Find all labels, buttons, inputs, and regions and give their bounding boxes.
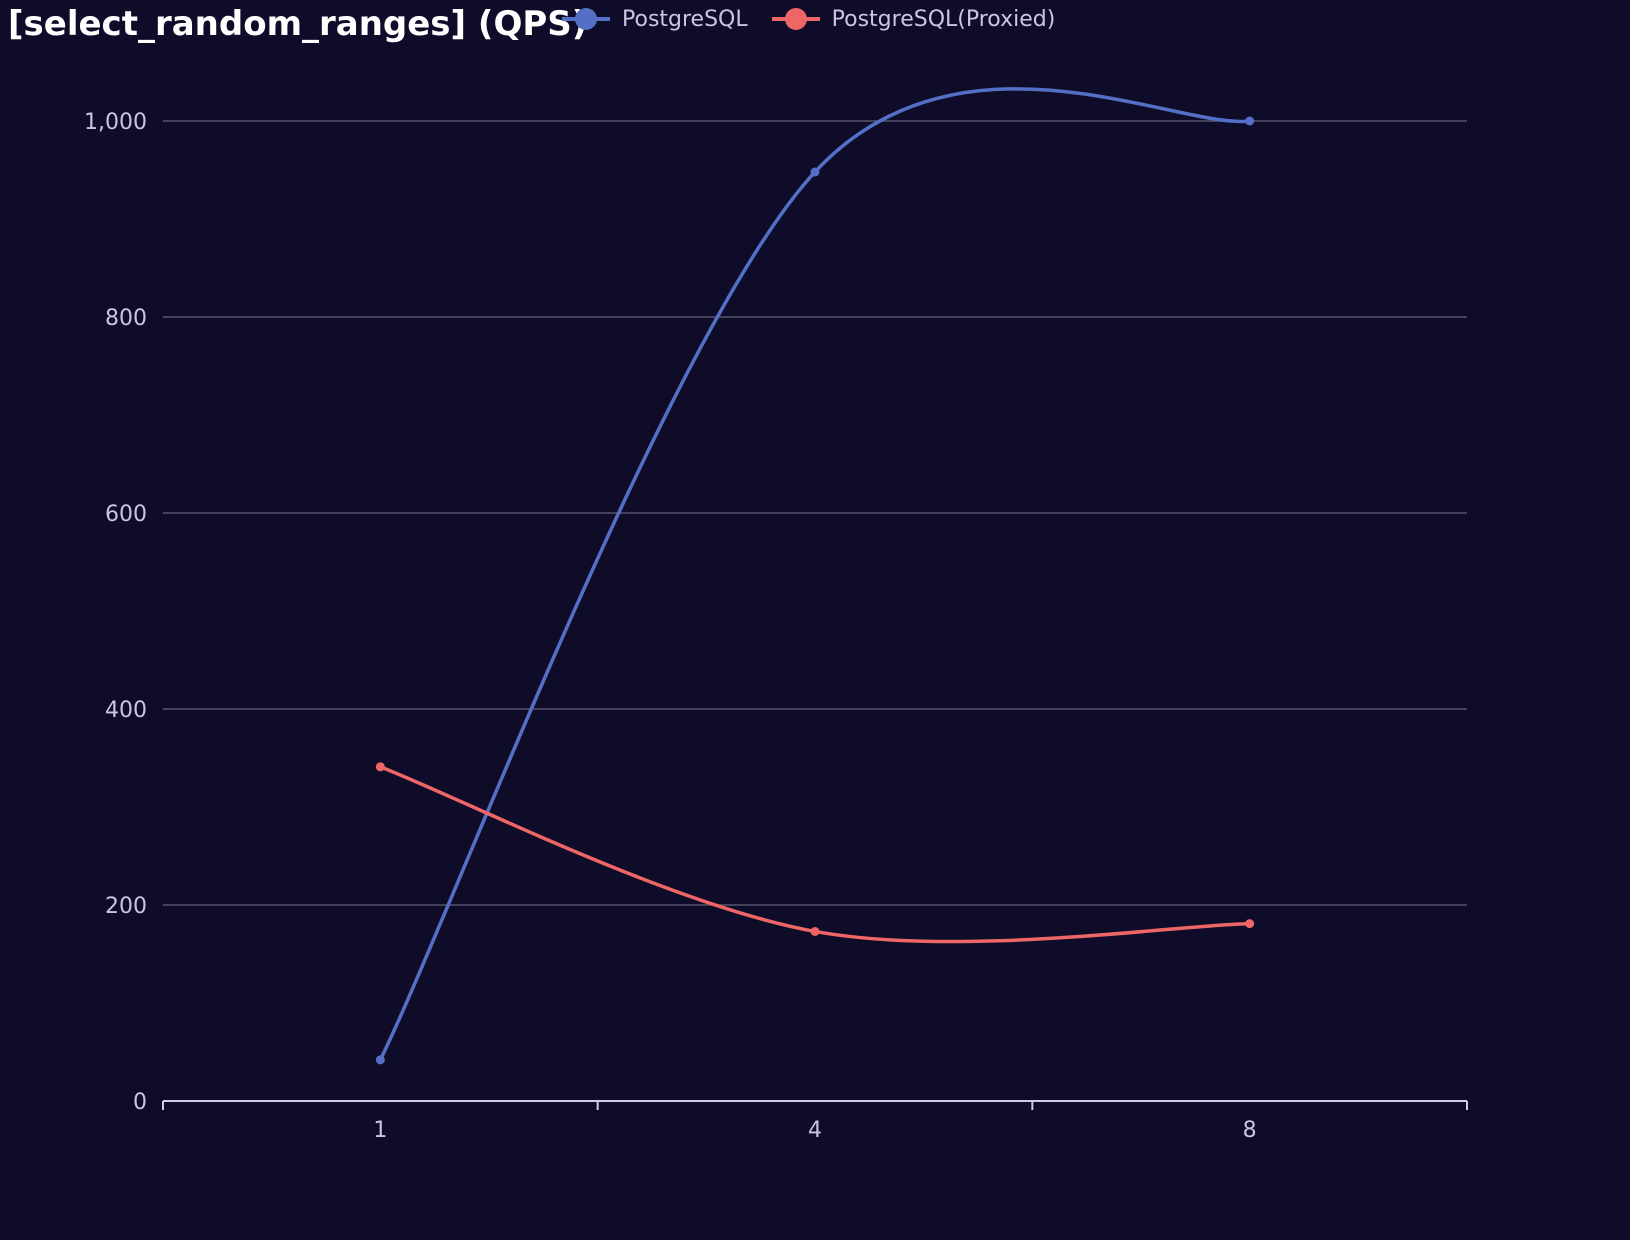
y-tick-label-1000: 1,000 [84, 110, 147, 135]
series-line-postgresql [378, 87, 1250, 1061]
legend-label-postgresql: PostgreSQL [622, 6, 748, 32]
x-tick-label-4: 4 [808, 1118, 822, 1143]
legend-swatch-postgresql-proxied [771, 8, 820, 30]
data-point-postgresql-proxied-1 [375, 762, 385, 772]
legend-label-postgresql-proxied: PostgreSQL(Proxied) [831, 6, 1056, 32]
legend: PostgreSQL PostgreSQL(Proxied) [560, 6, 1055, 32]
data-point-postgresql-proxied-4 [810, 926, 820, 936]
data-point-postgresql-proxied-8 [1245, 919, 1255, 929]
y-tick-label-400: 400 [105, 698, 147, 723]
x-tick-label-8: 8 [1243, 1118, 1257, 1143]
legend-swatch-postgresql [562, 8, 610, 30]
data-point-postgresql-4 [810, 167, 820, 177]
legend-item-postgresql-proxied[interactable]: PostgreSQL(Proxied) [770, 6, 1056, 32]
series-line-postgresql-proxied [379, 765, 1250, 944]
data-point-postgresql-8 [1245, 116, 1255, 126]
data-point-postgresql-1 [375, 1055, 385, 1065]
y-tick-label-600: 600 [105, 502, 147, 527]
legend-item-postgresql[interactable]: PostgreSQL [560, 6, 748, 32]
y-tick-label-800: 800 [105, 306, 147, 331]
chart-title: [select_random_ranges] (QPS) [8, 4, 588, 44]
y-tick-label-200: 200 [105, 894, 147, 919]
y-tick-label-0: 0 [133, 1090, 147, 1115]
x-tick-label-1: 1 [373, 1118, 387, 1143]
